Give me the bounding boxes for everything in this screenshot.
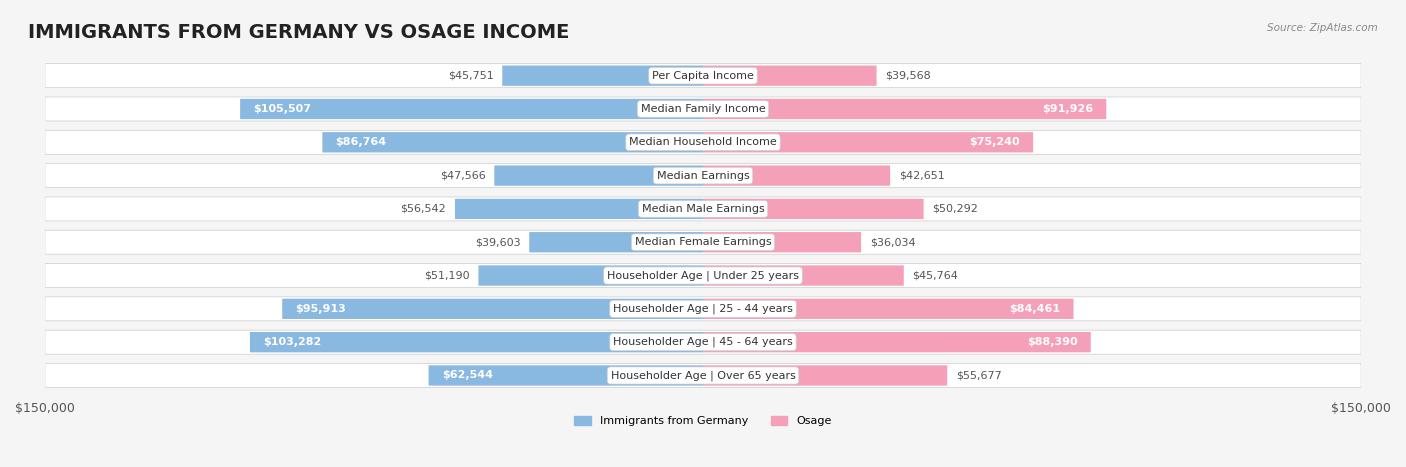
FancyBboxPatch shape (495, 165, 703, 186)
FancyBboxPatch shape (429, 365, 703, 386)
Text: Median Earnings: Median Earnings (657, 170, 749, 181)
Text: $51,190: $51,190 (425, 270, 470, 281)
Text: $55,677: $55,677 (956, 370, 1002, 381)
FancyBboxPatch shape (703, 299, 1074, 319)
FancyBboxPatch shape (45, 297, 1361, 321)
Text: $45,764: $45,764 (912, 270, 959, 281)
FancyBboxPatch shape (703, 65, 876, 86)
Text: Householder Age | 45 - 64 years: Householder Age | 45 - 64 years (613, 337, 793, 347)
FancyBboxPatch shape (703, 132, 1033, 152)
Text: $84,461: $84,461 (1010, 304, 1060, 314)
FancyBboxPatch shape (45, 197, 1361, 221)
Text: $86,764: $86,764 (336, 137, 387, 147)
FancyBboxPatch shape (703, 99, 1107, 119)
FancyBboxPatch shape (45, 330, 1361, 354)
Text: Householder Age | Under 25 years: Householder Age | Under 25 years (607, 270, 799, 281)
FancyBboxPatch shape (322, 132, 703, 152)
FancyBboxPatch shape (45, 230, 1361, 254)
Text: Householder Age | 25 - 44 years: Householder Age | 25 - 44 years (613, 304, 793, 314)
Text: Median Female Earnings: Median Female Earnings (634, 237, 772, 247)
FancyBboxPatch shape (703, 199, 924, 219)
FancyBboxPatch shape (45, 363, 1361, 388)
Text: $39,568: $39,568 (886, 71, 931, 81)
Text: $36,034: $36,034 (870, 237, 915, 247)
FancyBboxPatch shape (45, 64, 1361, 88)
Text: $75,240: $75,240 (969, 137, 1019, 147)
Text: $47,566: $47,566 (440, 170, 485, 181)
Text: $88,390: $88,390 (1026, 337, 1077, 347)
Text: $103,282: $103,282 (263, 337, 322, 347)
FancyBboxPatch shape (240, 99, 703, 119)
FancyBboxPatch shape (703, 332, 1091, 352)
FancyBboxPatch shape (45, 263, 1361, 288)
FancyBboxPatch shape (283, 299, 703, 319)
Text: Median Family Income: Median Family Income (641, 104, 765, 114)
Text: $95,913: $95,913 (295, 304, 346, 314)
Legend: Immigrants from Germany, Osage: Immigrants from Germany, Osage (569, 411, 837, 431)
FancyBboxPatch shape (502, 65, 703, 86)
Text: $56,542: $56,542 (401, 204, 446, 214)
Text: $45,751: $45,751 (447, 71, 494, 81)
FancyBboxPatch shape (703, 265, 904, 286)
Text: $50,292: $50,292 (932, 204, 979, 214)
Text: $42,651: $42,651 (898, 170, 945, 181)
FancyBboxPatch shape (703, 232, 860, 252)
Text: Median Male Earnings: Median Male Earnings (641, 204, 765, 214)
Text: Median Household Income: Median Household Income (628, 137, 778, 147)
FancyBboxPatch shape (456, 199, 703, 219)
FancyBboxPatch shape (45, 163, 1361, 188)
Text: $62,544: $62,544 (441, 370, 492, 381)
FancyBboxPatch shape (45, 97, 1361, 121)
Text: $91,926: $91,926 (1042, 104, 1092, 114)
FancyBboxPatch shape (703, 365, 948, 386)
FancyBboxPatch shape (703, 165, 890, 186)
FancyBboxPatch shape (529, 232, 703, 252)
Text: IMMIGRANTS FROM GERMANY VS OSAGE INCOME: IMMIGRANTS FROM GERMANY VS OSAGE INCOME (28, 23, 569, 42)
FancyBboxPatch shape (45, 130, 1361, 154)
Text: $39,603: $39,603 (475, 237, 520, 247)
Text: Source: ZipAtlas.com: Source: ZipAtlas.com (1267, 23, 1378, 33)
Text: Householder Age | Over 65 years: Householder Age | Over 65 years (610, 370, 796, 381)
Text: $105,507: $105,507 (253, 104, 311, 114)
FancyBboxPatch shape (250, 332, 703, 352)
Text: Per Capita Income: Per Capita Income (652, 71, 754, 81)
FancyBboxPatch shape (478, 265, 703, 286)
